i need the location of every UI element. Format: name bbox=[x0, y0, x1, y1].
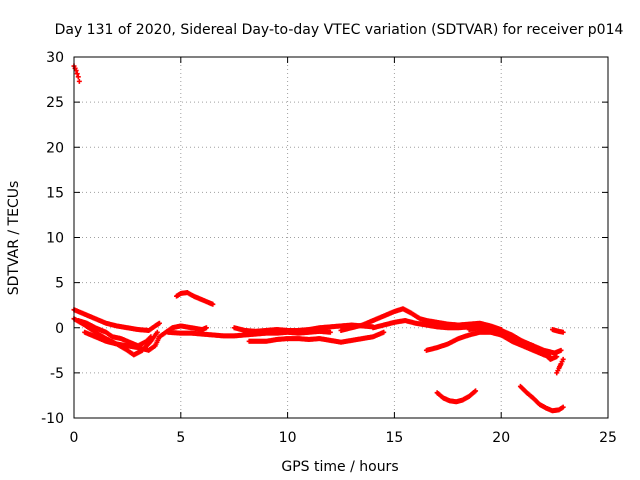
y-tick-label: 30 bbox=[46, 50, 64, 66]
data-point bbox=[148, 334, 154, 340]
x-tick-label: 5 bbox=[176, 430, 185, 446]
data-point bbox=[75, 74, 81, 80]
x-tick-label: 15 bbox=[385, 430, 403, 446]
data-point bbox=[203, 325, 209, 331]
y-tick-label: -5 bbox=[50, 366, 64, 382]
grid-layer bbox=[74, 57, 608, 418]
series-track-5 bbox=[82, 323, 209, 353]
x-tick-label: 10 bbox=[279, 430, 297, 446]
y-tick-label: 20 bbox=[46, 140, 64, 156]
x-tick-label: 0 bbox=[70, 430, 79, 446]
data-point bbox=[554, 354, 560, 360]
data-point bbox=[560, 356, 566, 362]
series-track-13 bbox=[466, 325, 553, 360]
y-axis-label: SDTVAR / TECUs bbox=[6, 181, 22, 296]
data-point bbox=[154, 329, 160, 335]
data-point bbox=[560, 329, 566, 335]
series-track-9 bbox=[174, 290, 216, 307]
series-track-4 bbox=[75, 318, 154, 349]
data-layer bbox=[71, 63, 566, 414]
series-track-1 bbox=[71, 63, 82, 84]
x-tick-label: 20 bbox=[492, 430, 510, 446]
data-point bbox=[74, 71, 80, 77]
x-axis-label: GPS time / hours bbox=[281, 459, 398, 475]
series-track-8 bbox=[246, 329, 387, 345]
data-point bbox=[473, 388, 479, 394]
y-tick-label: 0 bbox=[55, 321, 64, 337]
data-point bbox=[560, 404, 566, 410]
y-tick-label: 25 bbox=[46, 95, 64, 111]
data-point bbox=[381, 329, 387, 335]
series-track-15 bbox=[554, 356, 566, 376]
series-track-16 bbox=[434, 388, 479, 405]
data-point bbox=[156, 320, 162, 326]
x-tick-label: 25 bbox=[599, 430, 617, 446]
y-tick-label: 10 bbox=[46, 231, 64, 247]
data-point bbox=[547, 354, 553, 360]
tick-layer: 0 5 10 15 20 25 -10 -5 0 5 10 15 20 25 30 bbox=[41, 50, 617, 446]
series-track-17 bbox=[517, 383, 566, 414]
y-tick-label: 15 bbox=[46, 185, 64, 201]
y-tick-label: 5 bbox=[55, 276, 64, 292]
series-track-14 bbox=[549, 327, 566, 335]
y-tick-label: -10 bbox=[41, 411, 64, 427]
data-point bbox=[327, 329, 333, 335]
chart-title: Day 131 of 2020, Sidereal Day-to-day VTE… bbox=[55, 22, 624, 38]
data-point bbox=[76, 78, 82, 84]
data-point bbox=[558, 347, 564, 353]
data-point bbox=[210, 301, 216, 307]
